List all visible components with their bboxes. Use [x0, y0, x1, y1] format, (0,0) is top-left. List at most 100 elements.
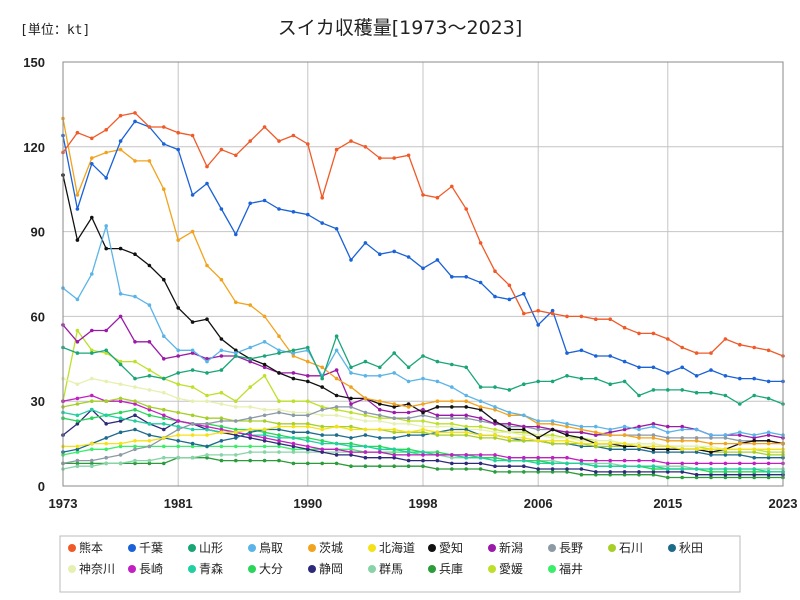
data-point: [291, 133, 296, 138]
data-point: [450, 416, 454, 421]
data-point: [219, 147, 224, 152]
data-point: [666, 467, 670, 471]
data-point: [752, 475, 756, 480]
data-point: [579, 430, 584, 435]
data-point: [118, 399, 123, 404]
data-point: [118, 441, 123, 446]
data-point: [723, 470, 728, 474]
data-point: [766, 396, 771, 401]
legend-marker: [428, 565, 436, 573]
data-point: [248, 139, 252, 143]
data-point: [133, 252, 137, 256]
legend-marker: [188, 544, 196, 552]
data-point: [594, 439, 598, 443]
data-point: [565, 439, 569, 443]
data-point: [334, 348, 339, 353]
data-point: [219, 354, 224, 358]
data-point: [378, 413, 382, 418]
data-point: [622, 470, 627, 474]
data-point: [248, 359, 252, 364]
legend-item: 秋田: [668, 541, 703, 555]
data-point: [190, 444, 195, 449]
data-point: [75, 193, 80, 197]
data-point: [464, 424, 469, 429]
data-point: [478, 407, 483, 412]
data-point: [363, 444, 368, 449]
data-point: [291, 354, 296, 358]
data-point: [262, 419, 267, 423]
data-point: [262, 458, 267, 463]
legend-marker: [488, 565, 496, 573]
data-point: [507, 424, 512, 429]
legend-item: 静岡: [308, 562, 343, 576]
data-point: [666, 436, 670, 440]
data-point: [493, 405, 497, 409]
data-point: [680, 475, 684, 480]
data-point: [766, 450, 771, 454]
data-point: [291, 424, 296, 429]
data-point: [450, 385, 454, 389]
data-point: [75, 238, 80, 242]
data-point: [651, 472, 656, 477]
data-point: [435, 453, 440, 457]
series-1: [61, 119, 785, 384]
series-4: [61, 116, 785, 446]
series-17: [61, 455, 785, 480]
data-point: [262, 198, 267, 203]
data-point: [277, 458, 281, 463]
data-point: [219, 427, 224, 432]
data-point: [622, 458, 627, 463]
data-point: [291, 441, 296, 446]
data-point: [104, 436, 108, 440]
legend-marker: [368, 565, 376, 573]
data-point: [550, 419, 555, 423]
data-point: [536, 379, 540, 384]
data-point: [450, 433, 454, 437]
data-point: [190, 320, 195, 324]
data-point: [90, 458, 94, 463]
data-point: [680, 424, 684, 429]
legend-marker: [248, 544, 256, 552]
data-point: [378, 365, 382, 370]
data-point: [162, 407, 166, 412]
data-point: [205, 424, 209, 429]
data-point: [651, 422, 656, 426]
data-point: [306, 359, 310, 364]
data-point: [262, 444, 267, 449]
data-point: [334, 413, 339, 418]
data-point: [320, 385, 325, 389]
data-point: [406, 422, 411, 426]
data-point: [478, 461, 483, 466]
data-point: [464, 453, 469, 457]
data-point: [90, 393, 94, 398]
data-point: [219, 424, 224, 429]
data-point: [104, 447, 108, 452]
data-point: [594, 430, 598, 435]
data-point: [291, 450, 296, 454]
data-point: [550, 441, 555, 446]
data-point: [464, 433, 469, 437]
data-point: [666, 461, 670, 466]
data-point: [622, 424, 627, 429]
data-point: [334, 447, 339, 452]
data-point: [277, 433, 281, 437]
series-3: [61, 224, 785, 437]
data-point: [565, 433, 569, 437]
data-point: [176, 424, 180, 429]
data-point: [406, 153, 411, 158]
data-point: [766, 453, 771, 457]
y-tick-label: 0: [38, 479, 45, 494]
data-point: [608, 472, 612, 477]
legend-marker: [188, 565, 196, 573]
data-point: [219, 277, 224, 282]
data-point: [421, 430, 425, 435]
legend-item: 青森: [188, 561, 223, 576]
legend-label: 愛媛: [499, 562, 523, 576]
data-point: [666, 439, 670, 443]
data-point: [334, 407, 339, 412]
data-point: [766, 379, 771, 384]
data-point: [320, 450, 325, 454]
data-point: [637, 436, 641, 440]
data-point: [349, 402, 353, 406]
data-point: [406, 458, 411, 463]
